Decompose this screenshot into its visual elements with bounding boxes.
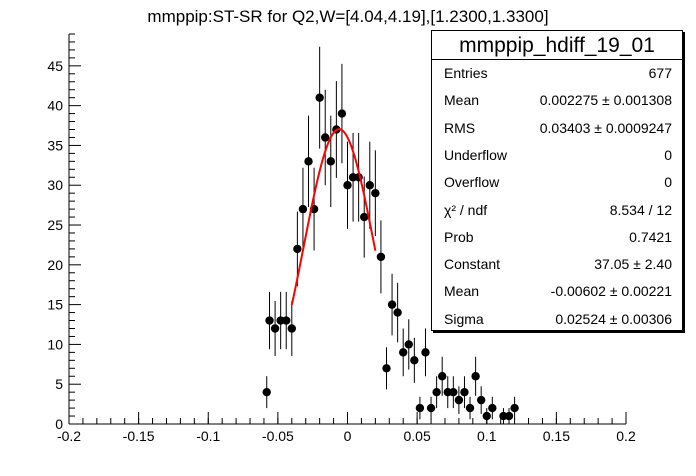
data-point xyxy=(421,348,430,357)
x-tick-label: 0.1 xyxy=(477,428,497,444)
stats-value: 37.05 ± 2.40 xyxy=(594,256,672,273)
stats-row: Entries 677 xyxy=(444,60,672,86)
data-point xyxy=(432,387,441,397)
data-point xyxy=(454,395,464,405)
stats-label: Sigma xyxy=(444,310,484,327)
data-point xyxy=(304,157,313,166)
stats-row: Mean -0.00602 ± 0.00221 xyxy=(444,278,672,304)
stats-label: Prob xyxy=(444,228,474,245)
data-point xyxy=(404,340,413,349)
stats-row: Constant 37.05 ± 2.40 xyxy=(444,251,672,277)
stats-label: Entries xyxy=(444,65,488,81)
data-point xyxy=(321,133,330,142)
axis-ticks: -0.2 -0.15 -0.1 -0.05 0 0.05 0.1 0.15 0.2 0 5 10 15 2… xyxy=(47,33,636,444)
stats-row: Underflow 0 xyxy=(444,142,672,168)
data-point xyxy=(337,109,347,118)
y-tick-label: 5 xyxy=(55,376,63,392)
data-point xyxy=(387,300,397,309)
stats-label: Mean xyxy=(444,92,480,109)
stats-value: -0.00602 ± 0.00221 xyxy=(550,283,672,300)
y-tick-label: 15 xyxy=(47,297,63,313)
data-point xyxy=(265,316,274,325)
y-tick-label: 20 xyxy=(47,257,63,273)
stats-label: Mean xyxy=(444,283,480,300)
data-point xyxy=(376,252,386,262)
data-point xyxy=(343,181,352,190)
data-point xyxy=(293,244,302,254)
fit-curve xyxy=(290,128,377,306)
stats-row: χ² / ndf 8.534 / 12 xyxy=(444,197,672,223)
data-point xyxy=(426,403,436,413)
data-point xyxy=(270,324,280,333)
data-point xyxy=(393,308,402,317)
x-tick-label: -0.05 xyxy=(262,428,294,444)
data-point xyxy=(460,387,469,397)
data-point xyxy=(415,403,425,413)
y-tick-label: 25 xyxy=(47,217,63,233)
data-points xyxy=(262,93,519,421)
data-point xyxy=(382,364,391,373)
data-point xyxy=(488,403,497,413)
x-tick-label: 0.2 xyxy=(616,428,636,444)
data-point xyxy=(465,403,475,413)
data-point xyxy=(471,372,480,381)
y-tick-label: 30 xyxy=(47,177,63,193)
stats-row: Prob 0.7421 xyxy=(444,224,672,250)
data-point xyxy=(282,316,291,325)
x-tick-label: 0.05 xyxy=(404,428,431,444)
stats-value: 677 xyxy=(648,65,672,81)
chart-title: mmppip:ST-SR for Q2,W=[4.04,4.19],[1.230… xyxy=(147,7,548,26)
stats-row: Overflow 0 xyxy=(444,169,672,195)
data-point xyxy=(476,395,486,405)
data-point xyxy=(437,372,447,381)
y-tick-label: 0 xyxy=(55,416,63,432)
data-point xyxy=(365,181,374,190)
stats-value: 0 xyxy=(664,146,672,163)
data-point xyxy=(262,387,271,397)
stats-row: Sigma 0.02524 ± 0.00306 xyxy=(444,306,672,332)
stats-box: mmppip_hdiff_19_01 Entries 677 Mean 0.00227… xyxy=(431,30,683,331)
y-tick-label: 40 xyxy=(47,98,63,114)
stats-value: 8.534 / 12 xyxy=(609,201,672,218)
x-tick-label: -0.15 xyxy=(123,428,155,444)
stats-row: RMS 0.03403 ± 0.0009247 xyxy=(444,115,672,141)
data-point xyxy=(399,348,408,357)
stats-value: 0.03403 ± 0.0009247 xyxy=(539,119,672,136)
stats-value: 0.7421 xyxy=(629,228,672,245)
x-tick-label: -0.2 xyxy=(57,428,81,444)
stats-label: Overflow xyxy=(444,174,500,191)
stats-label: Constant xyxy=(444,256,501,273)
stats-title: mmppip_hdiff_19_01 xyxy=(432,31,682,60)
x-tick-label: 0 xyxy=(344,428,352,444)
y-tick-label: 45 xyxy=(47,58,63,74)
data-point xyxy=(410,356,419,365)
x-tick-label: 0.15 xyxy=(543,428,570,444)
gaussian-fit xyxy=(290,128,377,306)
stats-value: 0.02524 ± 0.00306 xyxy=(555,310,672,327)
stats-label: Underflow xyxy=(444,146,508,163)
data-point xyxy=(287,324,296,333)
data-point xyxy=(326,157,335,166)
data-point xyxy=(504,411,514,421)
stats-value: 0 xyxy=(664,174,672,191)
data-point xyxy=(315,93,324,102)
data-point xyxy=(510,403,519,413)
y-tick-label: 10 xyxy=(47,336,63,352)
stats-value: 0.002275 ± 0.001308 xyxy=(539,92,672,109)
data-point xyxy=(371,188,380,198)
data-point xyxy=(298,204,308,214)
x-tick-label: -0.1 xyxy=(196,428,220,444)
data-point xyxy=(360,212,369,222)
data-point xyxy=(449,387,458,397)
stats-label: RMS xyxy=(444,119,476,136)
y-tick-label: 35 xyxy=(47,137,63,153)
stats-row: Mean 0.002275 ± 0.001308 xyxy=(444,87,672,113)
data-point xyxy=(482,411,491,421)
stats-label: χ² / ndf xyxy=(444,201,488,218)
